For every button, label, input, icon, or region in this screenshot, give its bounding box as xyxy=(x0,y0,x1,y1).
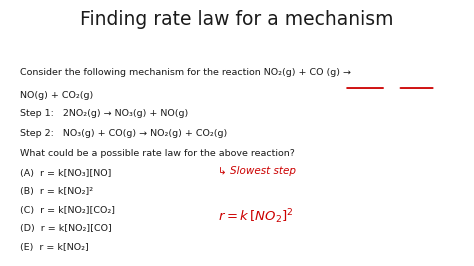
Text: ↳ Slowest step: ↳ Slowest step xyxy=(218,166,296,176)
Text: Step 2:   NO₃(g) + CO(g) → NO₂(g) + CO₂(g): Step 2: NO₃(g) + CO(g) → NO₂(g) + CO₂(g) xyxy=(19,129,227,138)
Text: What could be a possible rate law for the above reaction?: What could be a possible rate law for th… xyxy=(19,149,294,158)
Text: $r = k\,[NO_2]^2$: $r = k\,[NO_2]^2$ xyxy=(218,207,293,226)
Text: (C)  r = k[NO₂][CO₂]: (C) r = k[NO₂][CO₂] xyxy=(19,206,115,215)
Text: (E)  r = k[NO₂]: (E) r = k[NO₂] xyxy=(19,243,88,252)
Text: Consider the following mechanism for the reaction NO₂(g) + CO (g) →: Consider the following mechanism for the… xyxy=(19,68,351,77)
Text: Finding rate law for a mechanism: Finding rate law for a mechanism xyxy=(80,10,394,29)
Text: Step 1:   2NO₂(g) → NO₃(g) + NO(g): Step 1: 2NO₂(g) → NO₃(g) + NO(g) xyxy=(19,109,188,118)
Text: (A)  r = k[NO₃][NO]: (A) r = k[NO₃][NO] xyxy=(19,169,111,178)
Text: NO(g) + CO₂(g): NO(g) + CO₂(g) xyxy=(19,91,93,100)
Text: (B)  r = k[NO₂]²: (B) r = k[NO₂]² xyxy=(19,187,93,196)
Text: (D)  r = k[NO₂][CO]: (D) r = k[NO₂][CO] xyxy=(19,224,111,233)
